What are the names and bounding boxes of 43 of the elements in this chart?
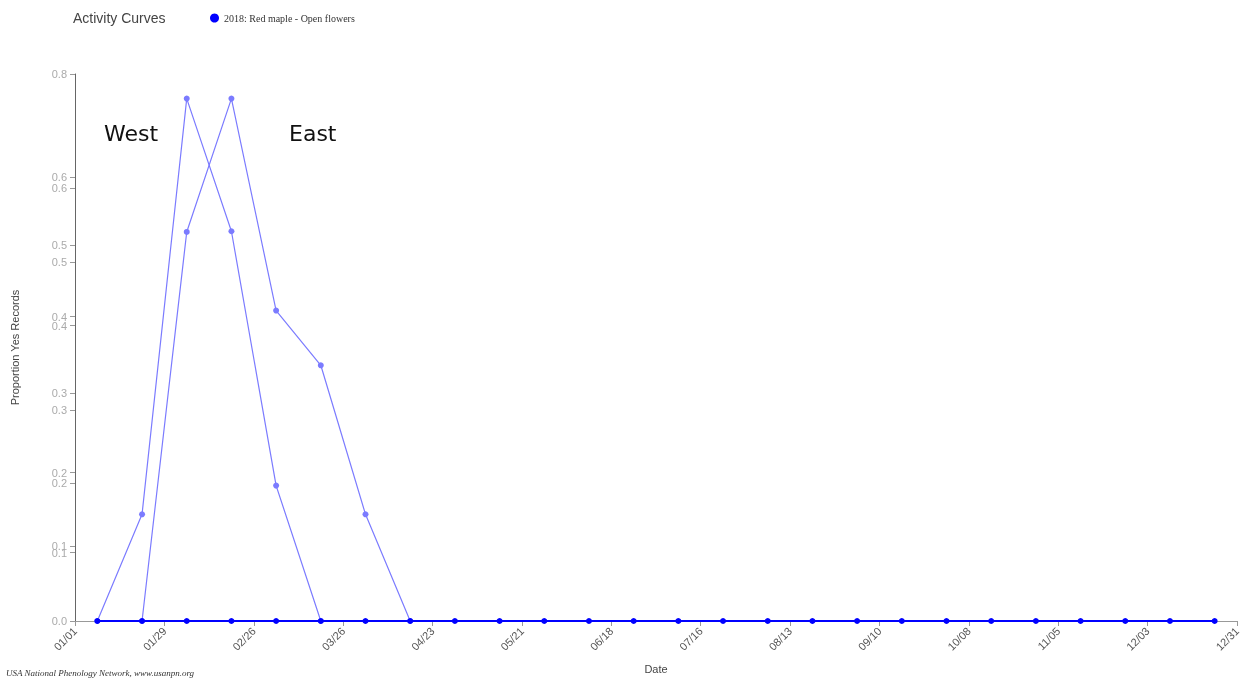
point xyxy=(943,618,950,624)
point xyxy=(362,618,369,624)
y-tick-label: 0.5 xyxy=(51,238,67,251)
point xyxy=(228,618,235,624)
point xyxy=(183,618,190,624)
y-axis-title: Proportion Yes Records xyxy=(8,289,21,406)
y-tick-label: 0.6 xyxy=(51,171,67,184)
point xyxy=(1032,618,1039,624)
annotation: West xyxy=(104,120,159,146)
y-tick-label: 0.8 xyxy=(51,68,67,80)
point xyxy=(585,618,592,624)
point xyxy=(541,618,548,624)
y-tick-label: 0.3 xyxy=(51,404,67,417)
point xyxy=(675,618,682,624)
point xyxy=(1122,618,1129,624)
point xyxy=(1166,618,1173,624)
point xyxy=(273,482,280,489)
point xyxy=(496,618,503,624)
chart-title: Activity Curves xyxy=(73,10,166,26)
y-tick-label: 0.5 xyxy=(51,256,67,269)
point xyxy=(1211,618,1218,624)
y-tick-label: 0.6 xyxy=(51,182,67,195)
point xyxy=(228,228,235,235)
y-tick-label: 0.2 xyxy=(51,476,67,489)
point xyxy=(630,618,637,624)
point xyxy=(898,618,905,624)
point xyxy=(1077,618,1084,624)
y-tick-label: 0.0 xyxy=(51,615,67,627)
annotation: East xyxy=(289,120,337,146)
point xyxy=(764,618,771,624)
legend-label: 2018: Red maple - Open flowers xyxy=(224,12,355,24)
point xyxy=(809,618,816,624)
x-axis-title: Date xyxy=(644,662,668,675)
y-tick-label: 0.2 xyxy=(51,466,67,479)
point xyxy=(854,618,861,624)
point xyxy=(139,511,146,518)
text: USA National Phenology Network, www.usanpn.org xyxy=(6,667,195,678)
point xyxy=(988,618,995,624)
y-tick-label: 0.3 xyxy=(51,387,67,400)
point xyxy=(183,95,190,102)
point xyxy=(273,618,280,624)
point xyxy=(451,618,458,624)
point xyxy=(720,618,727,624)
